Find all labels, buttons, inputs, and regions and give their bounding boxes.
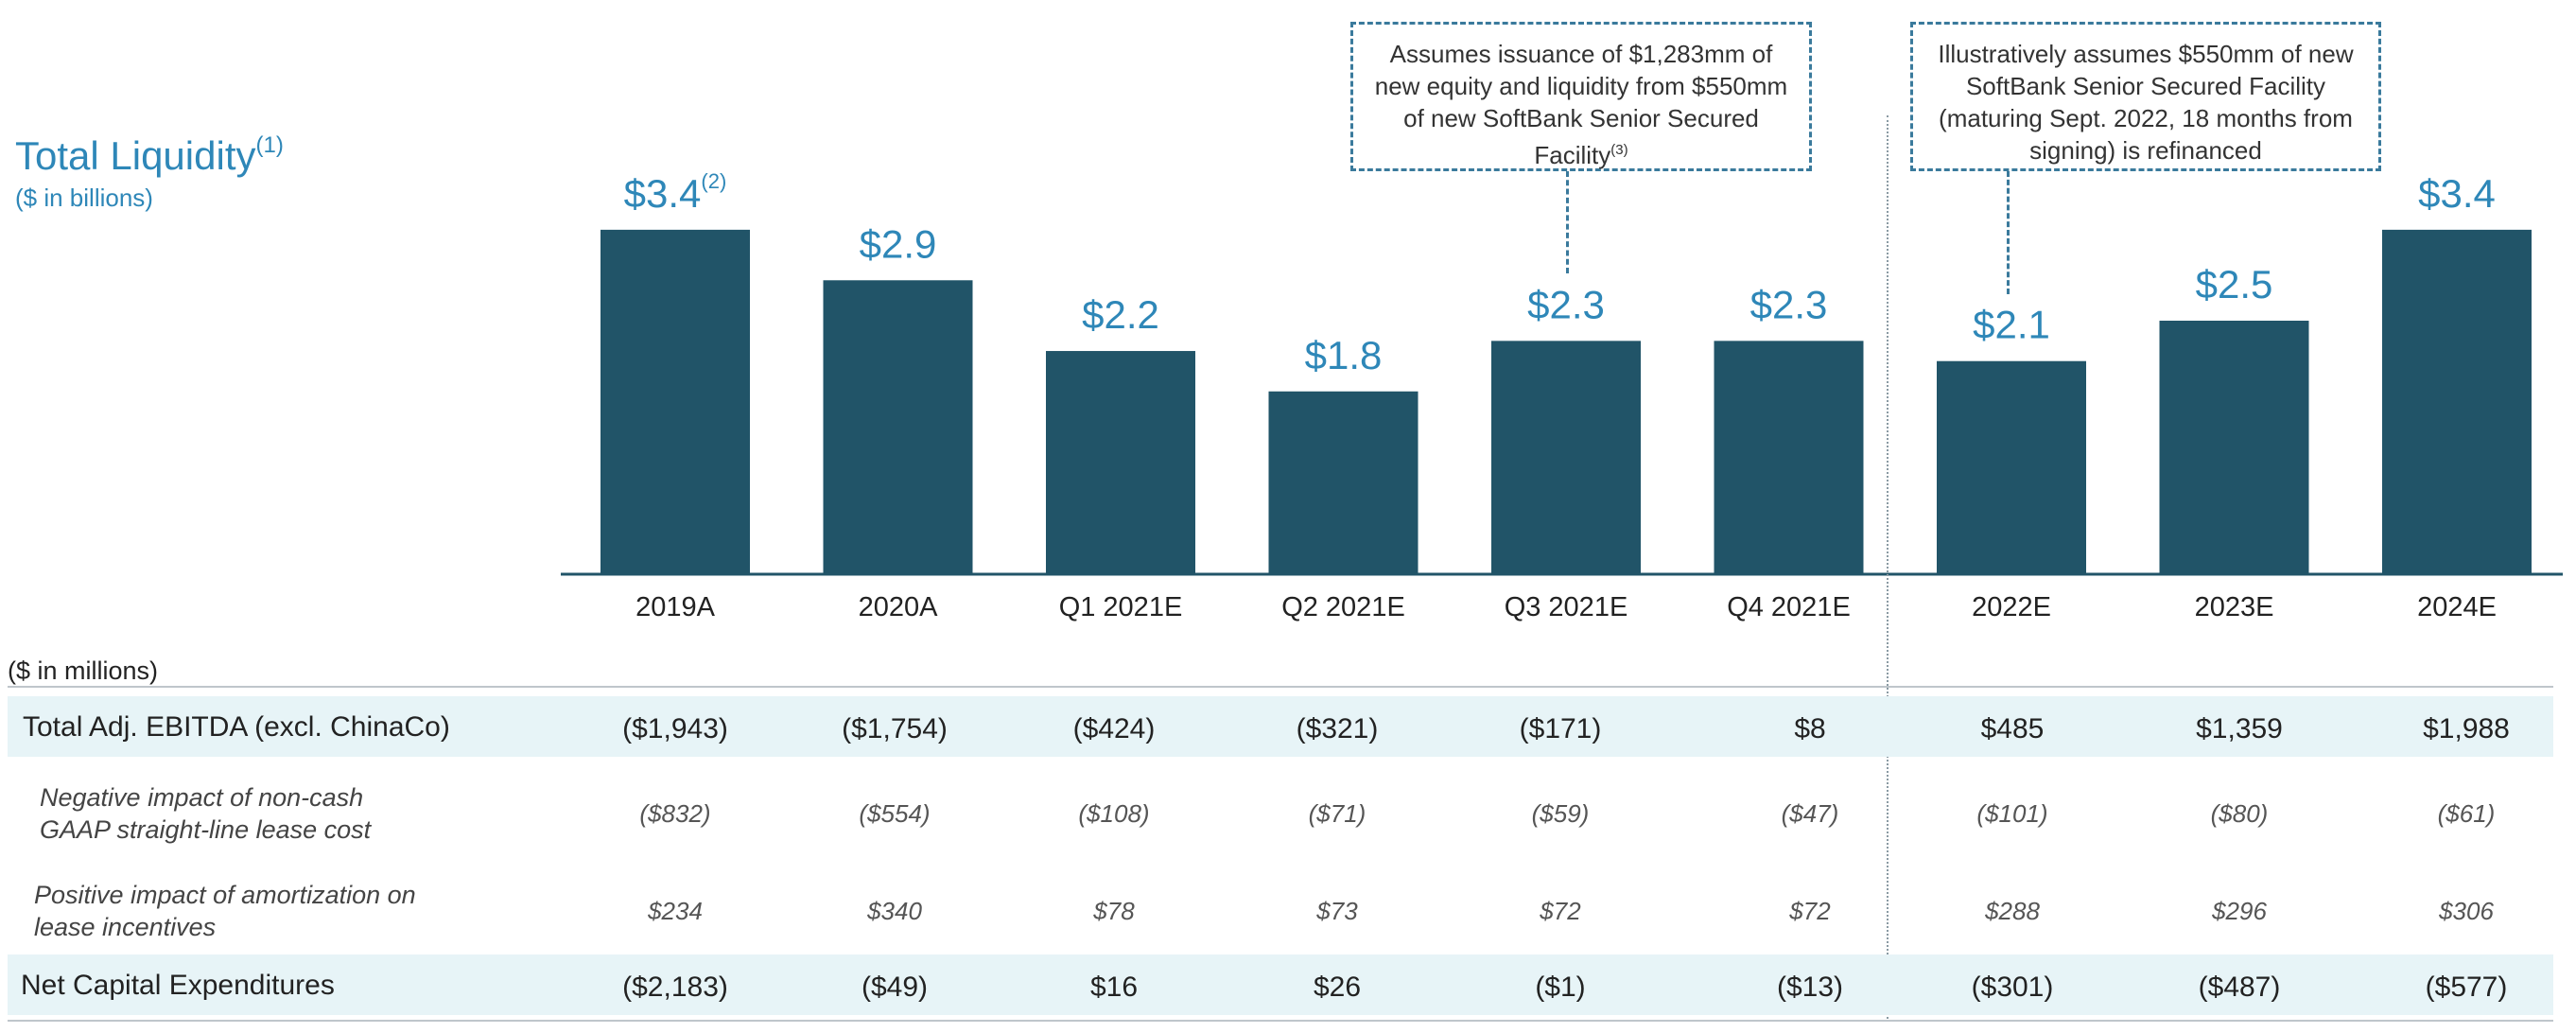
row-band-ebitda [8,696,2553,757]
table-top-rule [8,686,2553,688]
callout-equity-connector [1566,171,1569,273]
row-label-lease-incentives: Positive impact of amortization on lease… [34,881,416,941]
table-units: ($ in millions) [8,657,159,685]
table-cell: $72 [1789,897,1831,925]
row-band-capex [8,954,2553,1015]
x-tick-label: Q4 2021E [1727,592,1851,622]
bar-2019a [600,229,750,573]
period-separator [1887,115,1888,1019]
bar-q4-2021e [1714,341,1864,573]
row-label-capex: Net Capital Expenditures [21,970,335,1001]
row-label-ebitda: Total Adj. EBITDA (excl. ChinaCo) [23,711,450,743]
x-tick-label: Q2 2021E [1281,592,1405,622]
x-tick-label: 2024E [2417,592,2497,622]
table-cell: $296 [2212,897,2267,925]
table-cell: ($1) [1535,972,1586,1003]
data-label: $2.3 [1750,282,1828,326]
table-cell: ($577) [2425,972,2508,1003]
table-cell: ($47) [1781,799,1839,828]
table-cell: $1,359 [2196,713,2283,744]
table-cell: ($1,943) [622,713,728,744]
data-label: $3.4(2) [624,169,727,216]
table-cell: ($61) [2437,799,2496,828]
table-cell: ($59) [1531,799,1590,828]
bar-2022e [1937,360,2086,573]
x-tick-label: 2022E [1972,592,2051,622]
data-label: $2.5 [2196,262,2273,306]
table-cell: $16 [1089,972,1139,1003]
data-label: $2.2 [1082,292,1159,337]
table-cell: $73 [1316,897,1358,925]
table-cell: $306 [2439,897,2494,925]
table-cell: ($108) [1078,799,1150,828]
table-cell: $288 [1985,897,2040,925]
x-tick-label: Q3 2021E [1505,592,1628,622]
bar-2024e [2382,229,2532,573]
table-cell: ($832) [639,799,711,828]
data-label: $3.4 [2418,171,2496,216]
x-tick-label: 2019A [635,592,716,622]
row-label-lease-cost: Negative impact of non-cash GAAP straigh… [40,783,372,844]
data-label: $2.1 [1973,303,2050,347]
table-cell: $72 [1540,897,1581,925]
chart-subtitle: ($ in billions) [15,184,153,212]
data-label: $1.8 [1305,333,1383,377]
data-label: $2.9 [860,221,937,266]
table-cell: $26 [1313,972,1362,1003]
table-bottom-rule [8,1020,2553,1022]
table-cell: ($554) [859,799,931,828]
table-cell: ($321) [1296,713,1379,744]
table-cell: ($424) [1072,713,1156,744]
chart-title: Total Liquidity(1) [15,132,284,178]
table-cell: ($80) [2210,799,2269,828]
table-cell: $1,988 [2423,713,2510,744]
table-cell: ($2,183) [622,972,728,1003]
data-label: $2.3 [1527,282,1605,326]
bar-q3-2021e [1491,341,1641,573]
table-cell: $340 [867,897,922,925]
bar-q2-2021e [1268,391,1419,573]
x-tick-label: 2020A [859,592,939,622]
table-cell: ($1,754) [842,713,948,744]
table-cell: ($13) [1776,972,1844,1003]
bar-2023e [2159,321,2309,573]
callout-refinancing-connector [2007,171,2010,294]
table-cell: $8 [1794,713,1826,744]
x-tick-label: Q1 2021E [1059,592,1183,622]
callout-equity-issuance: Assumes issuance of $1,283mm of new equi… [1350,22,1812,171]
bar-q1-2021e [1046,351,1195,573]
table-cell: $485 [1980,713,2045,744]
title-footnote: (1) [255,132,284,158]
table-cell: ($49) [861,972,929,1003]
x-tick-label: 2023E [2195,592,2274,622]
table-cell: ($487) [2198,972,2281,1003]
table-cell: ($171) [1519,713,1602,744]
table-cell: $78 [1093,897,1135,925]
table-cell: ($301) [1971,972,2054,1003]
bar-2020a [823,280,973,573]
data-label-footnote: (2) [701,169,726,193]
table-cell: $234 [648,897,703,925]
table-cell: ($101) [1976,799,2048,828]
callout-refinancing: Illustratively assumes $550mm of new Sof… [1910,22,2381,171]
table-cell: ($71) [1308,799,1366,828]
